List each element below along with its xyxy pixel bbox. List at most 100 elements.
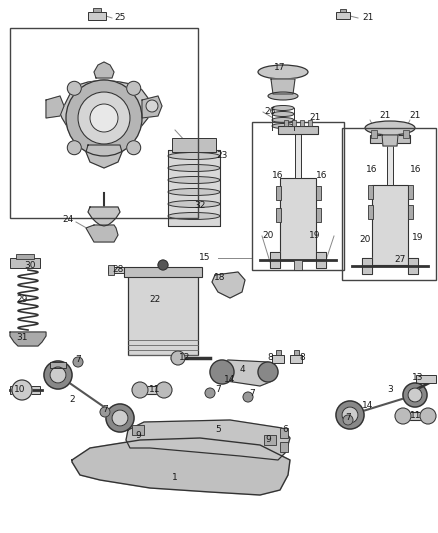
Circle shape [210,360,234,384]
Bar [336,12,350,19]
Circle shape [106,404,134,432]
Circle shape [205,388,215,398]
Text: 22: 22 [149,295,161,304]
Text: 9: 9 [135,431,141,440]
Bar [342,128,436,280]
Text: 11: 11 [410,410,422,419]
Text: 29: 29 [16,295,28,304]
Text: 16: 16 [316,171,328,180]
Bar [370,135,410,143]
Text: 31: 31 [16,334,28,343]
Text: 19: 19 [309,230,321,239]
Bar [10,258,40,268]
Text: 25: 25 [114,13,126,22]
Ellipse shape [168,165,220,172]
Text: 18: 18 [214,273,226,282]
Ellipse shape [272,124,294,128]
Ellipse shape [168,213,220,220]
Circle shape [44,361,72,389]
Circle shape [408,388,422,402]
Polygon shape [60,80,150,142]
Polygon shape [382,135,398,146]
Polygon shape [10,332,46,346]
Polygon shape [270,252,280,268]
Bar [280,178,316,260]
Text: 7: 7 [249,389,255,398]
Bar [264,435,276,445]
Bar [10,28,198,218]
Bar [16,254,34,259]
Text: 19: 19 [412,233,424,243]
Bar [172,138,216,152]
Circle shape [67,141,81,155]
Text: 7: 7 [75,356,81,365]
Bar [108,265,114,275]
Text: 16: 16 [410,166,422,174]
Circle shape [158,260,168,270]
Bar [168,150,220,226]
Ellipse shape [168,152,220,159]
Text: 14: 14 [362,400,374,409]
Bar [272,355,284,363]
Circle shape [395,408,411,424]
Circle shape [342,407,358,423]
Text: 7: 7 [215,385,221,394]
Text: 16: 16 [366,166,378,174]
Text: 32: 32 [194,200,206,209]
Bar [134,386,170,394]
Text: 14: 14 [224,376,236,384]
Polygon shape [362,258,372,274]
Bar [124,267,202,277]
Text: 21: 21 [309,114,321,123]
Text: 28: 28 [112,265,124,274]
Ellipse shape [168,189,220,196]
Bar [387,140,393,185]
Circle shape [420,408,436,424]
Ellipse shape [365,121,415,135]
Circle shape [127,82,141,95]
Circle shape [78,92,130,144]
Text: 7: 7 [102,406,108,415]
Text: 20: 20 [359,236,371,245]
Bar [372,185,408,265]
Polygon shape [316,252,326,268]
Bar [408,205,413,219]
Text: 8: 8 [299,353,305,362]
Bar [368,185,373,199]
Circle shape [258,362,278,382]
Text: 9: 9 [265,435,271,445]
Bar [316,186,321,200]
Bar [128,275,198,355]
Text: 17: 17 [274,63,286,72]
Text: 6: 6 [282,425,288,434]
Bar [284,120,288,126]
Circle shape [112,410,128,426]
Bar [408,185,413,199]
Circle shape [100,407,110,417]
Text: 8: 8 [267,353,273,362]
Polygon shape [86,225,118,242]
Bar [276,350,281,355]
Polygon shape [72,438,290,495]
Text: 24: 24 [62,215,74,224]
Bar [132,425,144,435]
Circle shape [12,380,32,400]
Polygon shape [46,96,64,118]
Bar [316,208,321,222]
Bar [108,267,132,273]
Ellipse shape [168,176,220,183]
Bar [276,186,281,200]
Bar [50,362,66,368]
Polygon shape [126,420,290,460]
Circle shape [403,383,427,407]
Text: 21: 21 [362,13,374,22]
Ellipse shape [258,65,308,79]
Polygon shape [88,207,120,226]
Circle shape [156,382,172,398]
Text: 5: 5 [215,425,221,434]
Bar [276,208,281,222]
Polygon shape [212,272,245,298]
Circle shape [132,382,148,398]
Bar [290,355,302,363]
Text: 3: 3 [387,385,393,394]
